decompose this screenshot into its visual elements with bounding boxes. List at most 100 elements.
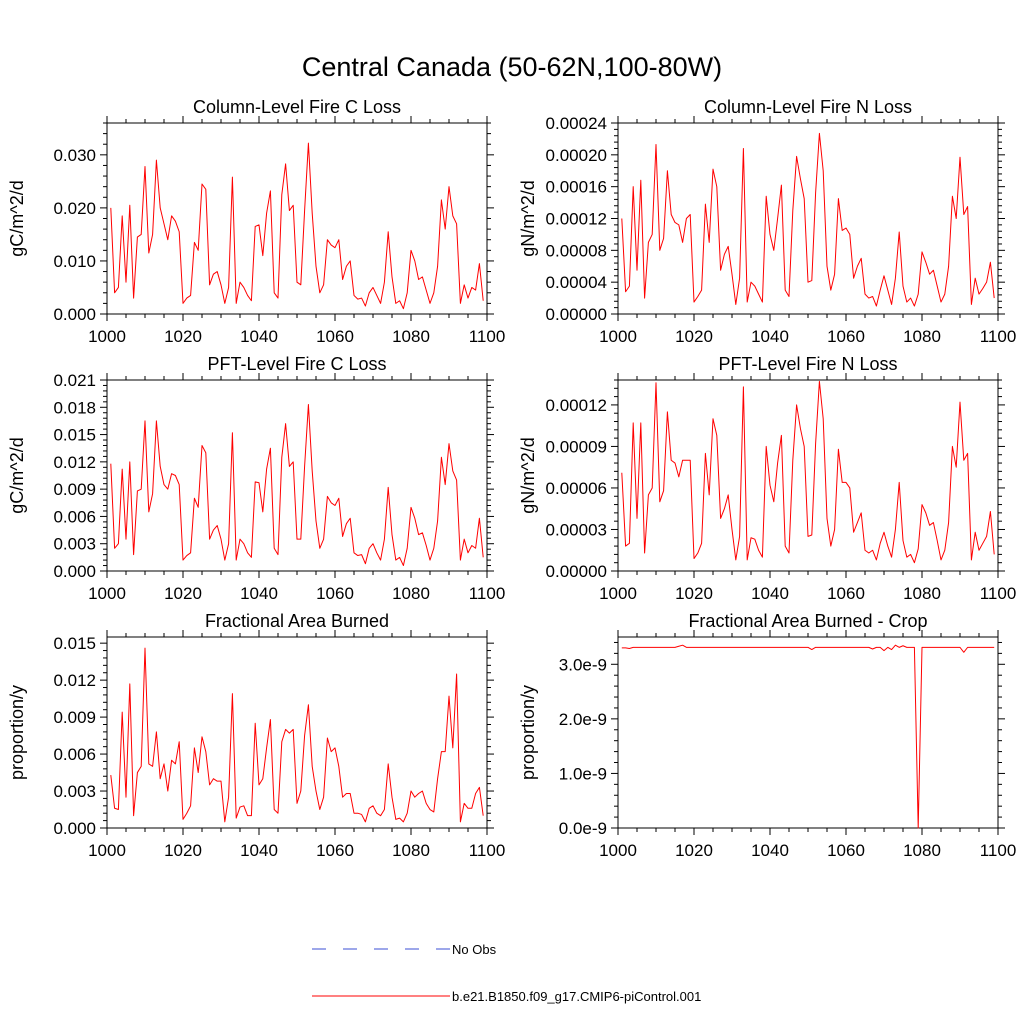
panel-title: Fractional Area Burned - Crop [688, 611, 927, 631]
x-tick-label: 1040 [240, 327, 278, 346]
x-tick-label: 1080 [392, 327, 430, 346]
y-tick-label: 0.00008 [546, 241, 607, 260]
series-line [110, 404, 484, 567]
panel-title: PFT-Level Fire C Loss [207, 354, 386, 374]
plot-frame [106, 379, 488, 572]
x-tick-label: 1020 [164, 841, 202, 860]
series-line [621, 644, 995, 829]
y-tick-label: 0.012 [53, 453, 96, 472]
x-tick-label: 1000 [599, 327, 637, 346]
y-tick-label: 0.006 [53, 507, 96, 526]
x-tick-label: 1000 [599, 584, 637, 603]
x-tick-label: 1100 [980, 584, 1017, 603]
y-tick-label: 0.000 [53, 562, 96, 581]
x-tick-label: 1060 [316, 841, 354, 860]
plot-frame [106, 122, 488, 315]
series-line [110, 142, 484, 310]
y-tick-label: 0.010 [53, 252, 96, 271]
y-axis-label: gC/m^2/d [7, 180, 27, 256]
y-tick-label: 0.00012 [546, 396, 607, 415]
series-line [621, 132, 995, 307]
y-tick-label: 0.00024 [546, 114, 607, 133]
x-tick-label: 1100 [980, 841, 1017, 860]
chart-panel-4: PFT-Level Fire N Loss gN/m^2/d 1000 1020 104… [518, 354, 1016, 603]
y-tick-label: 0.012 [53, 671, 96, 690]
y-tick-label: 0.000 [53, 819, 96, 838]
panel-title: Column-Level Fire N Loss [704, 97, 912, 117]
x-tick-label: 1100 [469, 584, 506, 603]
x-tick-label: 1020 [675, 841, 713, 860]
x-tick-label: 1060 [827, 584, 865, 603]
x-tick-label: 1040 [751, 327, 789, 346]
y-tick-label: 0.003 [53, 782, 96, 801]
y-tick-label: 0.006 [53, 745, 96, 764]
x-tick-label: 1040 [751, 841, 789, 860]
y-tick-label: 0.00016 [546, 178, 607, 197]
x-tick-label: 1000 [88, 327, 126, 346]
y-tick-label: 0.009 [53, 708, 96, 727]
x-tick-label: 1080 [903, 841, 941, 860]
y-tick-label: 0.009 [53, 480, 96, 499]
y-axis-label: proportion/y [7, 685, 27, 780]
y-axis-label: proportion/y [518, 685, 538, 780]
x-tick-label: 1040 [240, 841, 278, 860]
x-tick-label: 1060 [827, 841, 865, 860]
x-tick-label: 1060 [827, 327, 865, 346]
y-axis-label: gC/m^2/d [7, 437, 27, 513]
legend-no-obs-label: No Obs [452, 942, 497, 957]
x-tick-label: 1080 [903, 584, 941, 603]
x-tick-label: 1100 [469, 327, 506, 346]
legend: No Obs b.e21.B1850.f09_g17.CMIP6-piContr… [312, 942, 701, 1004]
x-tick-label: 1040 [240, 584, 278, 603]
chart-panel-6: Fractional Area Burned - Crop proportion/… [518, 611, 1016, 860]
y-tick-label: 0.00009 [546, 437, 607, 456]
x-tick-label: 1020 [675, 584, 713, 603]
x-tick-label: 1060 [316, 584, 354, 603]
plot-frame [617, 636, 999, 829]
plot-frame [617, 122, 999, 315]
y-tick-label: 2.0e-9 [559, 710, 607, 729]
x-tick-label: 1100 [980, 327, 1017, 346]
panel-title: PFT-Level Fire N Loss [718, 354, 897, 374]
chart-panel-5: Fractional Area Burned proportion/y 1000 10… [7, 611, 505, 860]
y-axis-label: gN/m^2/d [518, 180, 538, 256]
y-tick-label: 3.0e-9 [559, 655, 607, 674]
y-tick-label: 0.015 [53, 426, 96, 445]
x-tick-label: 1060 [316, 327, 354, 346]
y-tick-label: 0.018 [53, 398, 96, 417]
y-axis-label: gN/m^2/d [518, 437, 538, 513]
y-tick-label: 0.000 [53, 305, 96, 324]
x-tick-label: 1000 [88, 841, 126, 860]
x-tick-label: 1100 [469, 841, 506, 860]
panel-title: Fractional Area Burned [205, 611, 389, 631]
y-tick-label: 0.030 [53, 146, 96, 165]
series-line [621, 380, 995, 564]
x-tick-label: 1080 [392, 584, 430, 603]
panels: Column-Level Fire C Loss gC/m^2/d 1000 1020… [7, 97, 1016, 860]
y-tick-label: 0.003 [53, 535, 96, 554]
figure-title: Central Canada (50-62N,100-80W) [302, 52, 722, 82]
y-tick-label: 0.00000 [546, 562, 607, 581]
x-tick-label: 1080 [903, 327, 941, 346]
y-tick-label: 0.00003 [546, 520, 607, 539]
y-tick-label: 0.00020 [546, 146, 607, 165]
series-line [110, 647, 484, 823]
chart-panel-2: Column-Level Fire N Loss gN/m^2/d 1000 1020… [518, 97, 1016, 346]
chart-panel-1: Column-Level Fire C Loss gC/m^2/d 1000 1020… [7, 97, 505, 346]
y-tick-label: 1.0e-9 [559, 764, 607, 783]
y-tick-label: 0.021 [53, 371, 96, 390]
x-tick-label: 1020 [164, 584, 202, 603]
y-tick-label: 0.00012 [546, 210, 607, 229]
x-tick-label: 1080 [392, 841, 430, 860]
plot-frame [617, 379, 999, 572]
y-tick-label: 0.020 [53, 199, 96, 218]
y-tick-label: 0.015 [53, 634, 96, 653]
y-tick-label: 0.00000 [546, 305, 607, 324]
panel-title: Column-Level Fire C Loss [193, 97, 401, 117]
x-tick-label: 1000 [88, 584, 126, 603]
y-tick-label: 0.00004 [546, 273, 607, 292]
x-tick-label: 1000 [599, 841, 637, 860]
legend-model-label: b.e21.B1850.f09_g17.CMIP6-piControl.001 [452, 989, 701, 1004]
